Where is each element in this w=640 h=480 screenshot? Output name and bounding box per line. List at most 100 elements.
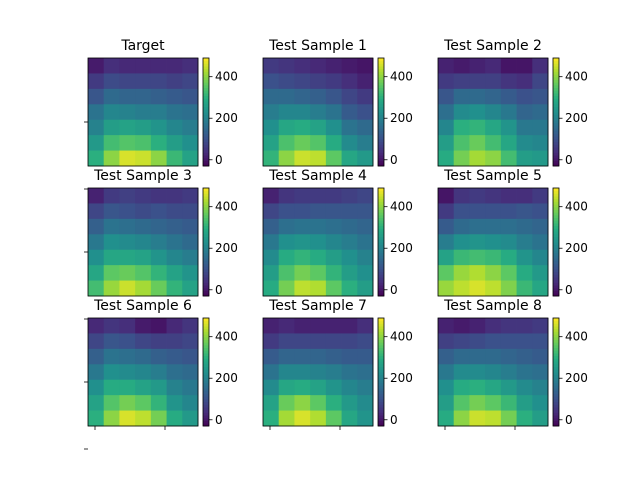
heatmap-cell — [182, 203, 199, 220]
heatmap-cell — [310, 234, 327, 251]
colorbar-segment — [203, 223, 209, 227]
heatmap-cell — [263, 104, 280, 121]
colorbar-segment — [553, 323, 559, 327]
heatmap-cell — [532, 73, 549, 90]
colorbar-segment — [203, 66, 209, 70]
colorbar-segment — [378, 188, 384, 192]
heatmap-cell — [500, 88, 517, 105]
colorbar-segment — [378, 274, 384, 278]
heatmap-cell — [325, 73, 342, 90]
colorbar-segment — [203, 339, 209, 343]
heatmap-cell — [310, 318, 327, 334]
colorbar-segment — [378, 160, 384, 164]
colorbar-segment — [203, 369, 209, 373]
colorbar-segment — [553, 112, 559, 116]
heatmap-cell — [310, 265, 327, 281]
heatmap-cell — [500, 58, 517, 74]
colorbar-segment — [378, 396, 384, 400]
heatmap-cell — [166, 73, 183, 90]
heatmap-cell — [278, 119, 295, 136]
heatmap-cell — [438, 88, 455, 105]
colorbar-segment — [203, 263, 209, 267]
heatmap-cell — [150, 119, 167, 136]
colorbar-segment — [203, 258, 209, 262]
heatmap-cell — [438, 280, 455, 297]
heatmap-cell — [485, 410, 502, 427]
heatmap-cell — [182, 249, 199, 266]
colorbar-segment — [378, 141, 384, 145]
heatmap-cell — [532, 395, 549, 411]
colorbar-segment — [378, 239, 384, 243]
colorbar-segment — [378, 101, 384, 105]
colorbar-segment — [203, 71, 209, 75]
colorbar-segment — [203, 163, 209, 167]
heatmap-cell — [516, 119, 533, 136]
colorbar-segment — [553, 209, 559, 213]
heatmap-cell — [135, 364, 152, 381]
colorbar-tick-label: 0 — [565, 153, 573, 167]
heatmap-cell — [341, 218, 358, 235]
heatmap-cell — [166, 135, 183, 151]
colorbar-segment — [203, 293, 209, 297]
colorbar-segment — [378, 358, 384, 362]
heatmap-cell — [263, 379, 280, 396]
colorbar-tick-label: 200 — [390, 111, 413, 125]
colorbar-segment — [203, 122, 209, 126]
colorbar-segment — [378, 266, 384, 270]
heatmap-cell — [103, 218, 120, 235]
colorbar-segment — [378, 90, 384, 94]
colorbar-segment — [378, 231, 384, 235]
heatmap-panel: Test Sample 1 0 200 400 — [262, 38, 413, 167]
heatmap-frame — [87, 187, 199, 297]
colorbar-segment — [203, 250, 209, 254]
heatmap-cell — [310, 104, 327, 121]
colorbar-segment — [378, 255, 384, 259]
heatmap-cell — [310, 218, 327, 235]
heatmap-cell — [325, 348, 342, 365]
colorbar-segment — [553, 147, 559, 151]
colorbar-segment — [203, 290, 209, 294]
heatmap-cell — [532, 88, 549, 105]
colorbar-segment — [378, 217, 384, 221]
heatmap-cell — [485, 265, 502, 281]
colorbar-segment — [378, 361, 384, 365]
colorbar-segment — [553, 217, 559, 221]
colorbar-segment — [203, 271, 209, 275]
heatmap-cell — [357, 348, 374, 365]
colorbar-segment — [378, 66, 384, 70]
heatmap-cell — [150, 203, 167, 220]
heatmap-cell — [294, 234, 311, 251]
colorbar-segment — [553, 274, 559, 278]
heatmap-cell — [500, 333, 517, 350]
colorbar-segment — [203, 239, 209, 243]
colorbar-segment — [553, 366, 559, 370]
colorbar-segment — [378, 201, 384, 205]
heatmap-cell — [263, 58, 280, 74]
heatmap-panel: Test Sample 5 0 200 400 — [437, 168, 588, 297]
heatmap-frame — [262, 57, 374, 167]
heatmap-cell — [294, 395, 311, 411]
colorbar-frame — [377, 187, 385, 297]
heatmap-cell — [341, 249, 358, 266]
heatmap-cell — [119, 280, 136, 297]
colorbar-tick-label: 200 — [390, 241, 413, 255]
colorbar-segment — [378, 228, 384, 232]
heatmap-cell — [325, 188, 342, 204]
heatmap-cell — [150, 318, 167, 334]
heatmap-cell — [103, 379, 120, 396]
colorbar-segment — [378, 220, 384, 224]
heatmap-cell — [103, 135, 120, 151]
colorbar-segment — [553, 263, 559, 267]
heatmap-cell — [182, 364, 199, 381]
heatmap-frame — [87, 317, 199, 427]
colorbar-segment — [553, 409, 559, 413]
heatmap-cell — [341, 318, 358, 334]
heatmap-cell — [135, 234, 152, 251]
heatmap-cell — [325, 150, 342, 167]
heatmap-cell — [469, 379, 486, 396]
heatmap-cell — [278, 218, 295, 235]
heatmap-cell — [516, 234, 533, 251]
colorbar-segment — [553, 328, 559, 332]
heatmap-cell — [278, 395, 295, 411]
colorbar-segment — [378, 409, 384, 413]
